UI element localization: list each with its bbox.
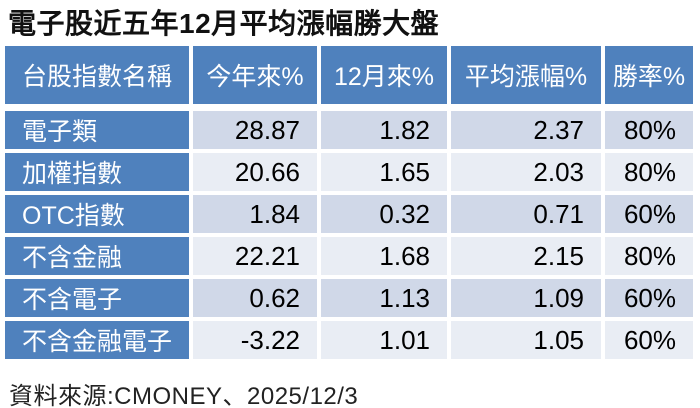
cell-ytd: -3.22 bbox=[193, 321, 317, 359]
cell-ytd: 22.21 bbox=[193, 237, 317, 275]
row-label: OTC指數 bbox=[5, 195, 189, 233]
cell-win-rate: 60% bbox=[605, 279, 693, 317]
cell-avg-gain: 0.71 bbox=[451, 195, 601, 233]
table-row: 不含電子 0.62 1.13 1.09 60% bbox=[5, 279, 693, 317]
table-row: OTC指數 1.84 0.32 0.71 60% bbox=[5, 195, 693, 233]
row-label: 不含電子 bbox=[5, 279, 189, 317]
table-row: 不含金融電子 -3.22 1.01 1.05 60% bbox=[5, 321, 693, 359]
source-note: 資料來源:CMONEY、2025/12/3 bbox=[9, 383, 359, 408]
infographic-page: 電子股近五年12月平均漲幅勝大盤 台股指數名稱 今年來% 12月來% 平均漲幅%… bbox=[0, 6, 700, 408]
column-header-december: 12月來% bbox=[321, 46, 447, 107]
cell-avg-gain: 1.05 bbox=[451, 321, 601, 359]
cell-december: 1.65 bbox=[321, 153, 447, 191]
column-header-avg-gain: 平均漲幅% bbox=[451, 46, 601, 107]
table-row: 加權指數 20.66 1.65 2.03 80% bbox=[5, 153, 693, 191]
cell-december: 1.13 bbox=[321, 279, 447, 317]
cell-december: 0.32 bbox=[321, 195, 447, 233]
cell-december: 1.68 bbox=[321, 237, 447, 275]
cell-win-rate: 80% bbox=[605, 237, 693, 275]
column-header-win-rate: 勝率% bbox=[605, 46, 693, 107]
row-label: 加權指數 bbox=[5, 153, 189, 191]
cell-avg-gain: 2.15 bbox=[451, 237, 601, 275]
table-row: 電子類 28.87 1.82 2.37 80% bbox=[5, 111, 693, 149]
cell-ytd: 1.84 bbox=[193, 195, 317, 233]
row-label: 不含金融電子 bbox=[5, 321, 189, 359]
page-title: 電子股近五年12月平均漲幅勝大盤 bbox=[8, 8, 440, 39]
cell-december: 1.01 bbox=[321, 321, 447, 359]
cell-win-rate: 60% bbox=[605, 195, 693, 233]
cell-win-rate: 80% bbox=[605, 111, 693, 149]
cell-win-rate: 80% bbox=[605, 153, 693, 191]
cell-december: 1.82 bbox=[321, 111, 447, 149]
cell-avg-gain: 1.09 bbox=[451, 279, 601, 317]
cell-ytd: 20.66 bbox=[193, 153, 317, 191]
index-performance-table: 台股指數名稱 今年來% 12月來% 平均漲幅% 勝率% 電子類 28.87 1.… bbox=[1, 42, 697, 363]
cell-avg-gain: 2.03 bbox=[451, 153, 601, 191]
cell-win-rate: 60% bbox=[605, 321, 693, 359]
cell-ytd: 28.87 bbox=[193, 111, 317, 149]
header-row: 台股指數名稱 今年來% 12月來% 平均漲幅% 勝率% bbox=[5, 46, 693, 107]
cell-avg-gain: 2.37 bbox=[451, 111, 601, 149]
cell-ytd: 0.62 bbox=[193, 279, 317, 317]
table-row: 不含金融 22.21 1.68 2.15 80% bbox=[5, 237, 693, 275]
column-header-index-name: 台股指數名稱 bbox=[5, 46, 189, 107]
column-header-ytd: 今年來% bbox=[193, 46, 317, 107]
row-label: 不含金融 bbox=[5, 237, 189, 275]
row-label: 電子類 bbox=[5, 111, 189, 149]
